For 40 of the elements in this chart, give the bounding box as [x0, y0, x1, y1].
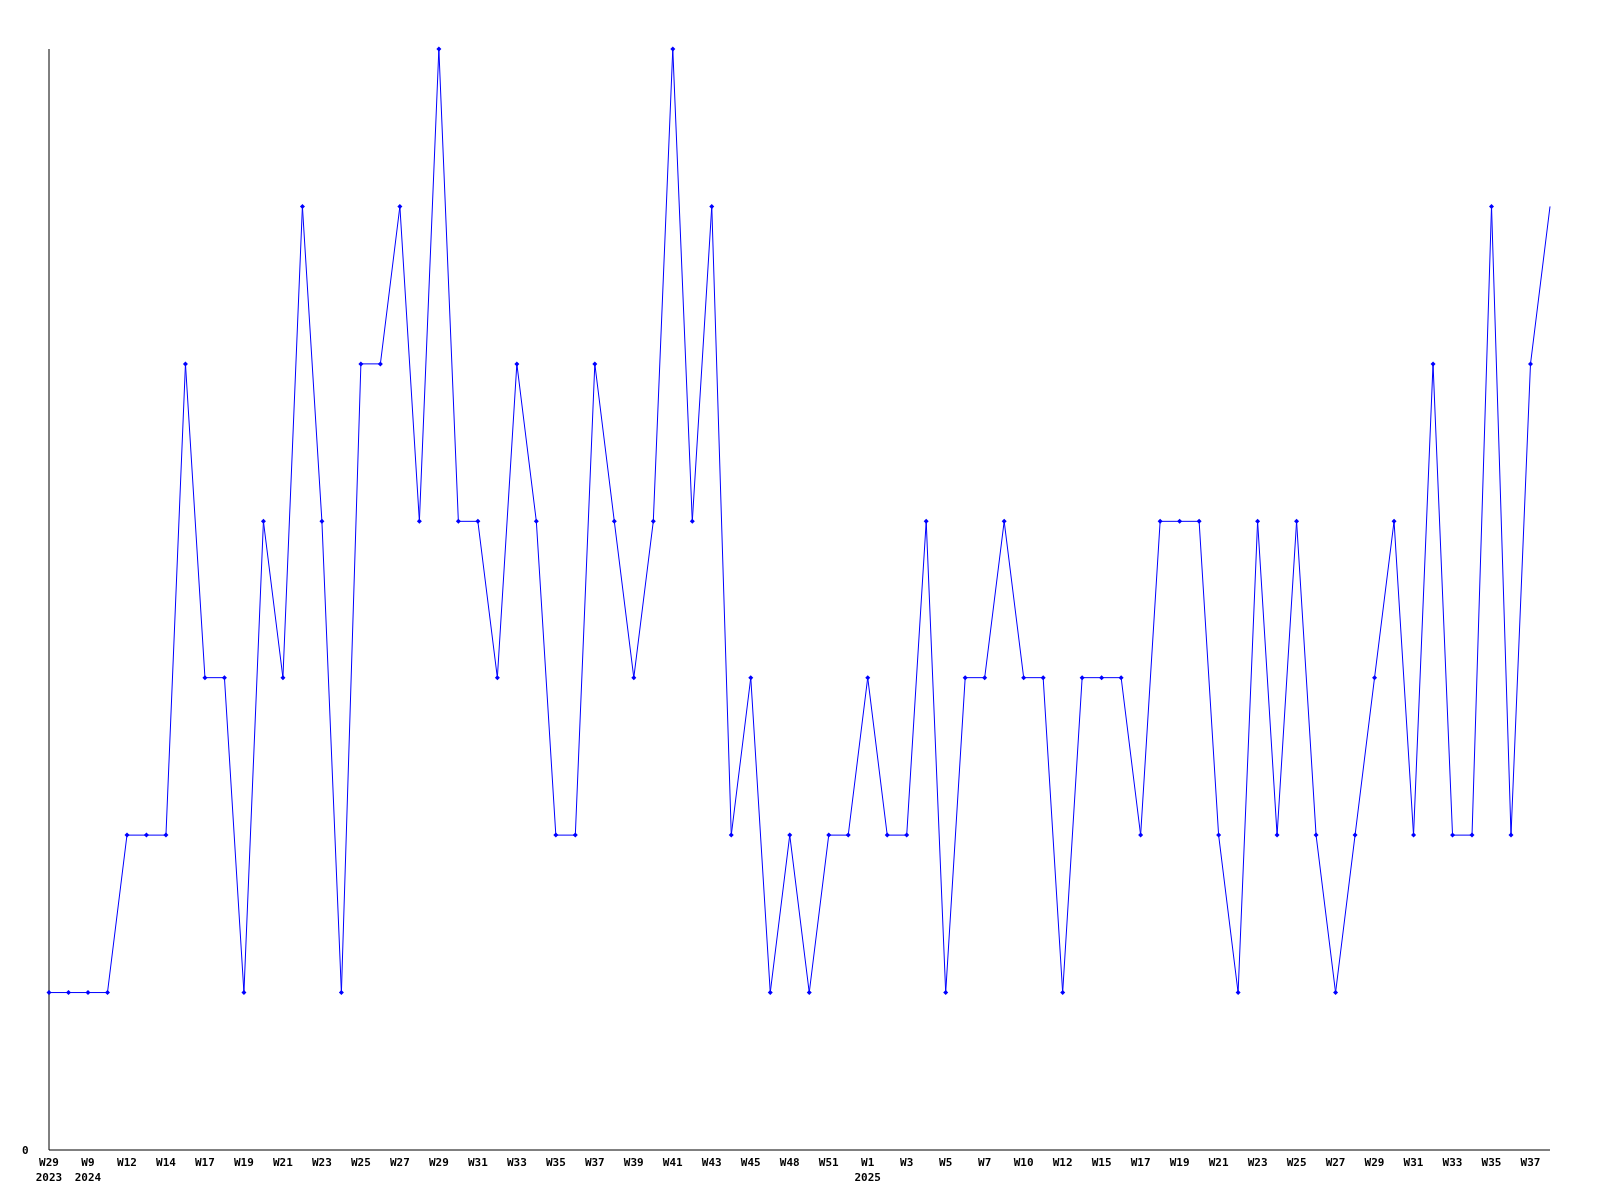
x-tick-label: W45: [740, 1156, 761, 1169]
x-tick-label: W29: [1364, 1156, 1385, 1169]
x-tick-label: W12: [1052, 1156, 1073, 1169]
x-tick-label: W23: [1247, 1156, 1268, 1169]
x-tick-label: W7: [978, 1156, 992, 1169]
x-tick-label: W9 2024: [74, 1156, 102, 1184]
x-tick-label: W39: [623, 1156, 644, 1169]
x-tick-label: W23: [311, 1156, 332, 1169]
x-tick-label: W27: [1325, 1156, 1346, 1169]
x-tick-label: W5: [939, 1156, 953, 1169]
x-tick-label: W37: [584, 1156, 605, 1169]
x-tick-label: W29 2023: [35, 1156, 63, 1184]
x-tick-label: W29: [428, 1156, 449, 1169]
x-tick-label: W35: [1481, 1156, 1502, 1169]
x-tick-label: W35: [545, 1156, 566, 1169]
x-tick-label: W31: [467, 1156, 489, 1169]
x-tick-label: W15: [1091, 1156, 1112, 1169]
x-tick-label: W19: [234, 1156, 254, 1169]
x-tick-label: W25: [1286, 1156, 1307, 1169]
x-tick-label: W17: [1130, 1156, 1151, 1169]
text: 0: [22, 1144, 29, 1157]
x-tick-label: W31: [1403, 1156, 1424, 1169]
x-tick-label: W41: [662, 1156, 684, 1169]
x-tick-label: W21: [272, 1156, 294, 1169]
x-tick-label: W33: [1442, 1156, 1463, 1169]
x-tick-label: W37: [1520, 1156, 1541, 1169]
x-tick-label: W3: [900, 1156, 914, 1169]
x-tick-label: W27: [389, 1156, 410, 1169]
x-tick-label: W25: [350, 1156, 371, 1169]
x-tick-label: W14: [156, 1156, 177, 1169]
x-tick-label: W21: [1208, 1156, 1229, 1169]
x-tick-label: W1 2025: [854, 1156, 881, 1184]
x-tick-label: W12: [117, 1156, 137, 1169]
x-tick-label: W48: [779, 1156, 800, 1169]
x-tick-label: W17: [195, 1156, 215, 1169]
x-tick-label: W33: [506, 1156, 527, 1169]
x-tick-label: W10: [1013, 1156, 1034, 1169]
x-tick-label: W19: [1169, 1156, 1190, 1169]
x-tick-label: W51: [818, 1156, 840, 1169]
x-tick-label: W43: [701, 1156, 722, 1169]
